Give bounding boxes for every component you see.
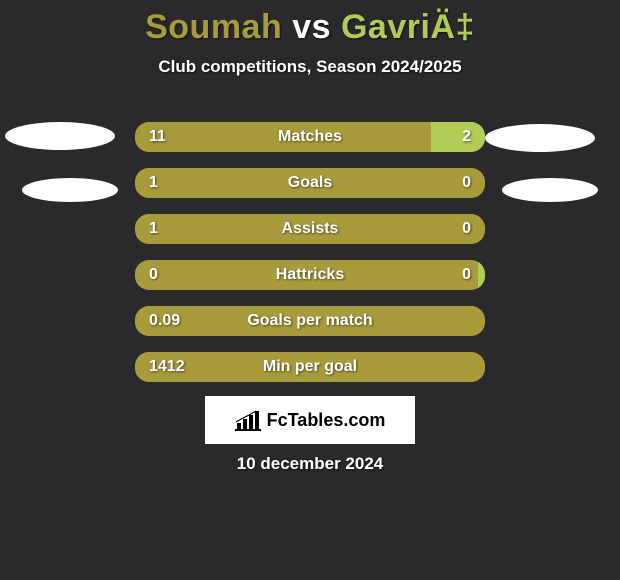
stat-row: 1Assists0 — [135, 214, 485, 244]
stat-bar-left — [135, 168, 485, 198]
stat-row: 0Hattricks0 — [135, 260, 485, 290]
player-left-shadow-top — [5, 122, 115, 150]
stat-bar-left — [135, 214, 485, 244]
player-right-shadow-bottom — [502, 178, 598, 202]
player-right-shadow-top — [485, 124, 595, 152]
stat-row: 0.09Goals per match — [135, 306, 485, 336]
stats-container: 11Matches2 1Goals0 1Assists0 0Hattricks0 0.0… — [135, 122, 485, 398]
stat-label: Hattricks — [135, 260, 485, 290]
player-left-shadow-bottom — [22, 178, 118, 202]
stat-row: 1Goals0 — [135, 168, 485, 198]
stat-bar-right — [431, 122, 485, 152]
stat-value-left: 0 — [149, 260, 158, 290]
stat-bar-right — [478, 260, 485, 290]
title-separator: vs — [292, 8, 331, 46]
title-left-name: Soumah — [145, 8, 282, 46]
stat-bar-left — [135, 306, 485, 336]
stat-value-right: 0 — [462, 260, 471, 290]
stat-bar-left — [135, 122, 431, 152]
title-right-name: GavriÄ‡ — [341, 8, 475, 46]
comparison-infographic: Soumah vs GavriÄ‡ Club competitions, Sea… — [0, 0, 620, 580]
stat-bar-left — [135, 352, 485, 382]
subtitle: Club competitions, Season 2024/2025 — [0, 57, 620, 77]
brand-text: FcTables.com — [267, 410, 386, 431]
page-title: Soumah vs GavriÄ‡ — [0, 0, 620, 47]
stat-row: 1412Min per goal — [135, 352, 485, 382]
stat-row: 11Matches2 — [135, 122, 485, 152]
chart-icon — [235, 409, 261, 431]
footer-date: 10 december 2024 — [0, 454, 620, 474]
brand-badge: FcTables.com — [205, 396, 415, 444]
stat-bar-left — [135, 260, 142, 290]
